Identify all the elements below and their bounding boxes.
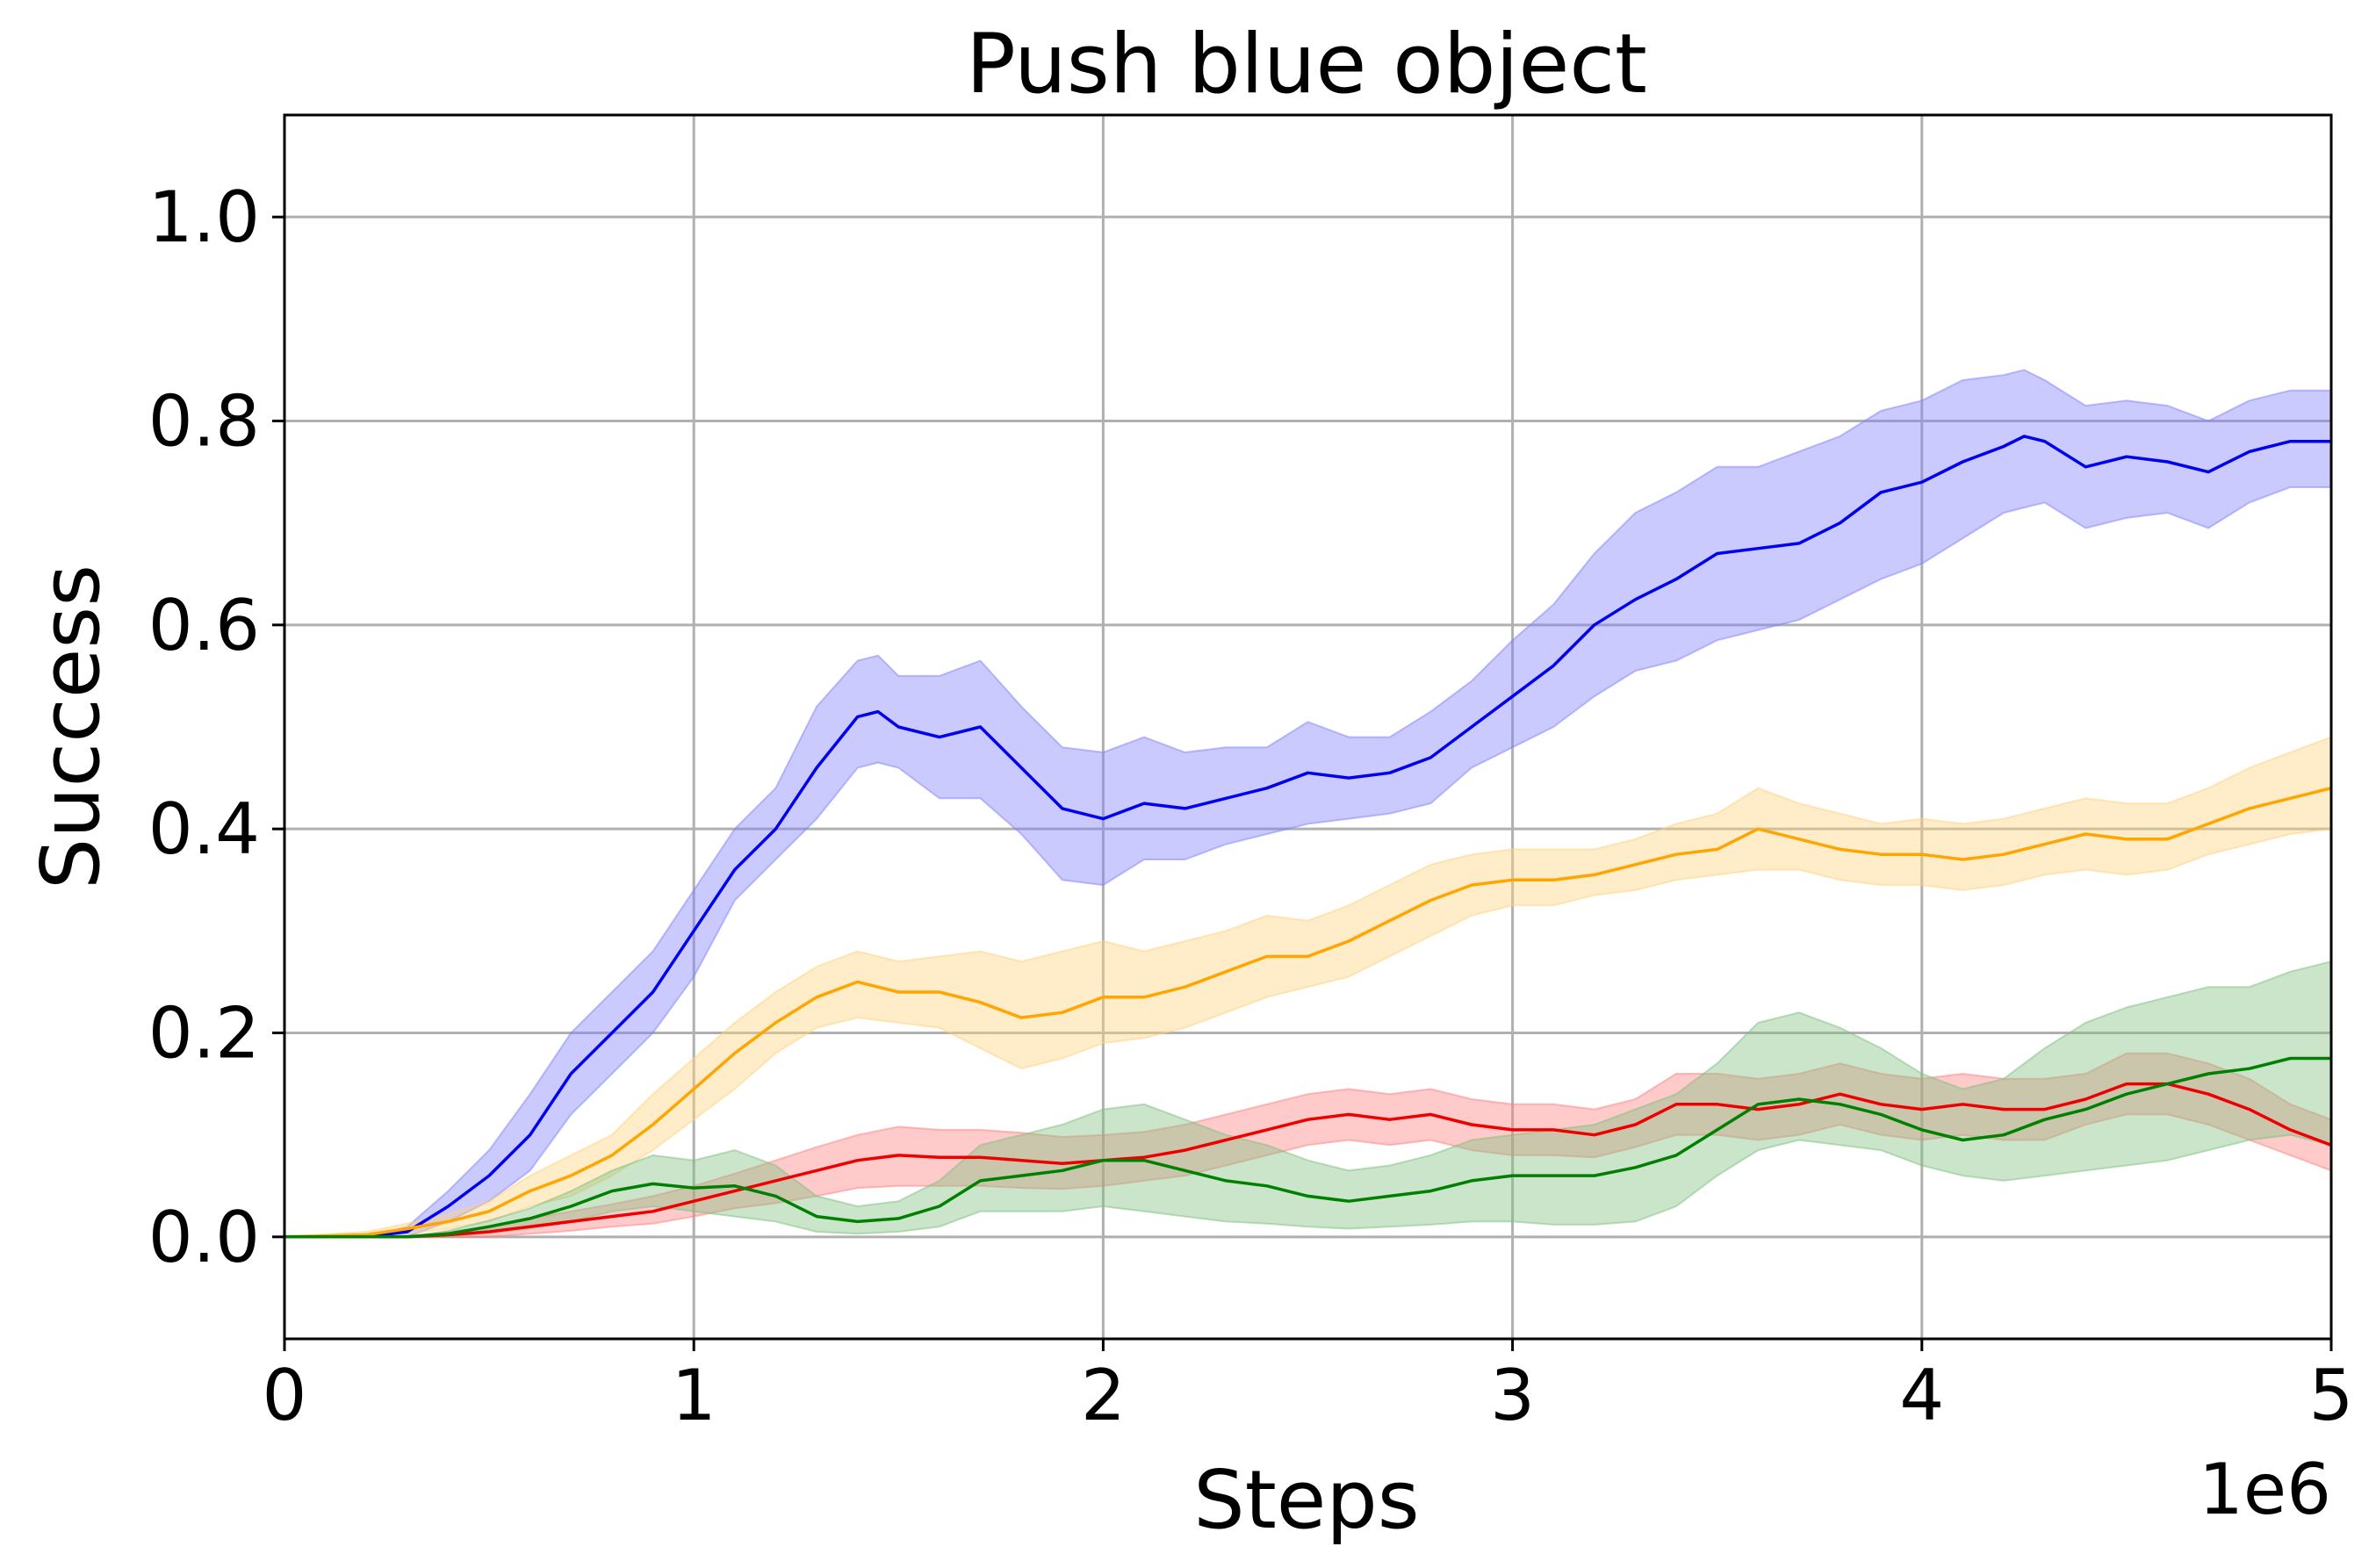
y-tick-label-2: 0.4 [148,788,260,870]
x-tick-label-0: 0 [263,1355,307,1436]
x-axis-offset-label: 1e6 [2199,1449,2331,1530]
series-lines [284,435,2332,1239]
x-tick-label-5: 5 [2309,1355,2354,1436]
x-tick-label-2: 2 [1081,1355,1126,1436]
series-1-line [284,787,2332,1239]
x-tick-label-4: 4 [1899,1355,1944,1436]
y-tick-label-1: 0.2 [148,993,260,1075]
x-axis-ticks: 0 1 2 3 4 5 [263,1339,2354,1436]
plot-frame [283,113,2333,1341]
y-tick-label-3: 0.6 [148,585,260,666]
x-axis-label: Steps [1193,1453,1419,1547]
confidence-bands [284,369,2332,1238]
x-tick-label-1: 1 [672,1355,716,1436]
y-tick-label-5: 1.0 [148,176,260,258]
y-tick-label-0: 0.0 [148,1197,260,1278]
chart-title: Push blue object [966,17,1647,112]
series-2-line [284,1082,2332,1239]
y-axis-label: Success [24,565,118,889]
y-axis-ticks: 0.0 0.2 0.4 0.6 0.8 1.0 [148,176,284,1278]
y-tick-label-4: 0.8 [148,381,260,463]
x-tick-label-3: 3 [1490,1355,1535,1436]
series-0-line [284,435,2331,1239]
series-3-line [284,1056,2331,1239]
